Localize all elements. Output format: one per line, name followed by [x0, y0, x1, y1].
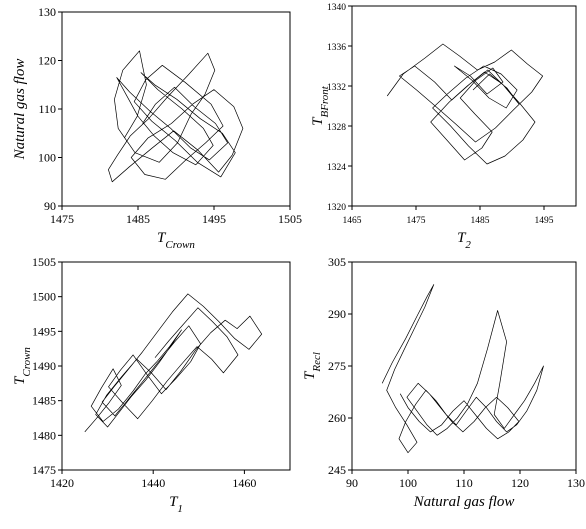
x-tick-label: 90	[346, 476, 358, 490]
x-tick-label: 1505	[278, 212, 302, 226]
y-tick-label: 1480	[32, 428, 56, 442]
y-axis-label: TRecl	[302, 352, 323, 380]
x-tick-label: 130	[567, 476, 585, 490]
y-axis-label: Natural gas flow	[12, 59, 28, 161]
y-tick-label: 275	[328, 359, 346, 373]
y-tick-label: 1475	[32, 463, 56, 477]
y-axis-label: TBFront	[310, 85, 331, 126]
x-tick-label: 1440	[141, 476, 165, 490]
y-tick-label: 1495	[32, 324, 56, 338]
x-tick-label: 1485	[471, 216, 490, 226]
series-trajectory-line	[381, 284, 544, 454]
y-tick-label: 245	[328, 463, 346, 477]
y-tick-label: 1505	[32, 255, 56, 269]
y-tick-label: 120	[38, 54, 56, 68]
x-axis-label: TCrown	[157, 230, 195, 251]
x-tick-label: 110	[455, 476, 473, 490]
y-tick-label: 1320	[327, 203, 346, 213]
y-tick-label: 1336	[327, 43, 346, 53]
x-tick-label: 1465	[343, 216, 362, 226]
y-tick-label: 1485	[32, 394, 56, 408]
x-tick-label: 100	[399, 476, 417, 490]
x-axis-label: T2	[457, 230, 471, 251]
plot-area-frame	[61, 261, 291, 471]
y-tick-label: 1328	[327, 123, 346, 133]
y-tick-label: 305	[328, 255, 346, 269]
series-trajectory-line	[84, 293, 263, 433]
plot-area-frame	[61, 11, 291, 207]
y-tick-label: 90	[44, 199, 56, 213]
chart-panel-bottom-left: 1420 1440 1460 1475 1480 1485 1490 1495 1500 1505…	[12, 255, 291, 515]
y-tick-label: 1324	[327, 163, 346, 173]
y-tick-label: 1340	[327, 3, 346, 13]
y-tick-label: 1500	[32, 290, 56, 304]
plot-area-frame	[351, 261, 577, 471]
x-tick-label: 1485	[126, 212, 150, 226]
y-tick-label: 100	[38, 151, 56, 165]
x-tick-label: 1420	[50, 476, 74, 490]
y-tick-label: 130	[38, 5, 56, 19]
x-axis-label: T1	[169, 494, 183, 515]
y-axis-label: TCrown	[12, 347, 33, 385]
y-tick-label: 1490	[32, 359, 56, 373]
x-tick-label: 1495	[535, 216, 554, 226]
x-tick-label: 1475	[407, 216, 426, 226]
x-tick-label: 1475	[50, 212, 74, 226]
plot-area-frame	[351, 5, 577, 207]
y-tick-label: 260	[328, 411, 346, 425]
series-trajectory-line	[108, 50, 244, 183]
x-axis-label: Natural gas flow	[413, 494, 515, 510]
y-tick-label: 290	[328, 307, 346, 321]
series-trajectory-line	[386, 43, 544, 165]
chart-panel-top-left: 1475 1485 1495 1505 90 100 110 120 130 TCrown Natu…	[12, 5, 302, 251]
x-tick-label: 1460	[232, 476, 256, 490]
chart-panel-top-right: 1465 1475 1485 1495 1320 1324 1328 1332 1336 1340…	[310, 3, 577, 251]
x-tick-label: 1495	[202, 212, 226, 226]
y-tick-label: 1332	[327, 83, 346, 93]
y-tick-label: 110	[38, 102, 56, 116]
chart-panel-bottom-right: 90 100 110 120 130 245 260 275 290 305 Natural gas…	[302, 255, 585, 510]
x-tick-label: 120	[511, 476, 529, 490]
